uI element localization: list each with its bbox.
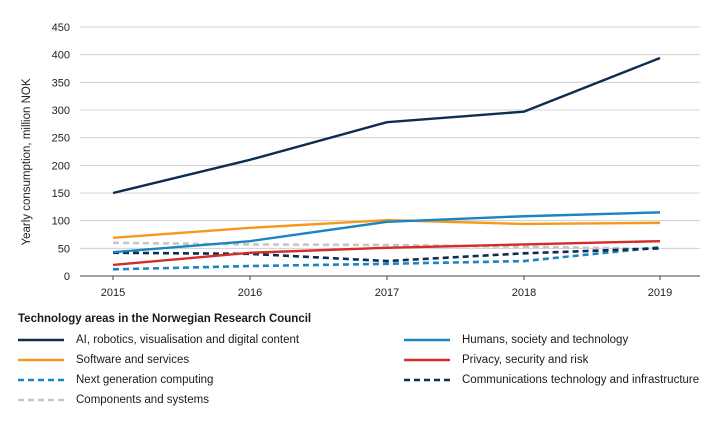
y-tick-label: 100 [52,216,70,228]
legend-item: Communications technology and infrastruc… [404,373,704,386]
x-axis-ticks: 2015 2016 2017 2018 2019 [101,276,672,299]
legend-item: Humans, society and technology [404,333,704,346]
legend-swatch [404,358,450,361]
legend-label: Software and services [76,353,190,366]
y-tick-label: 0 [64,271,70,283]
x-tick-label: 2018 [512,287,536,299]
legend-item: Next generation computing [18,373,404,386]
y-tick-label: 350 [52,77,70,89]
legend-item: AI, robotics, visualisation and digital … [18,333,404,346]
series-lines [112,56,661,271]
y-tick-label: 300 [52,105,70,117]
series-line-communications-technology-and-infrastructure [112,247,661,263]
legend-items: AI, robotics, visualisation and digital … [18,333,708,406]
y-tick-label: 50 [58,243,70,255]
legend-swatch [18,338,64,341]
x-tick-label: 2016 [238,287,262,299]
legend-item: Software and services [18,353,404,366]
series-line-next-generation-computing [112,245,661,271]
legend-label: Next generation computing [76,373,214,386]
legend-item: Privacy, security and risk [404,353,704,366]
x-tick-label: 2017 [375,287,399,299]
series-line-humans-society-and-technology [112,211,661,254]
y-axis-label: Yearly consumption, million NOK [21,78,33,245]
line-chart: 0 50 100 150 200 250 300 350 400 450 2015 2016 2017… [21,22,700,299]
legend-label: Components and systems [76,393,209,406]
series-line-ai-robotics-visualisation-and-digital-content [112,56,661,195]
y-axis-ticks: 0 50 100 150 200 250 300 350 400 450 [52,22,70,283]
legend: Technology areas in the Norwegian Resear… [18,313,708,406]
legend-swatch [18,398,64,401]
legend-label: AI, robotics, visualisation and digital … [76,333,300,346]
grid-lines [80,26,700,277]
y-tick-label: 150 [52,188,70,200]
series-line-software-and-services [112,218,661,240]
x-tick-label: 2015 [101,287,125,299]
y-tick-label: 200 [52,160,70,172]
y-tick-label: 250 [52,133,70,145]
legend-swatch [404,338,450,341]
legend-label: Communications technology and infrastruc… [462,373,700,386]
legend-label: Privacy, security and risk [462,353,589,366]
y-tick-label: 450 [52,22,70,34]
series-line-privacy-security-and-risk [112,239,661,267]
legend-swatch [18,358,64,361]
legend-item: Components and systems [18,393,404,406]
x-tick-label: 2019 [648,287,672,299]
legend-title: Technology areas in the Norwegian Resear… [18,313,312,325]
legend-swatch [18,378,64,381]
legend-label: Humans, society and technology [462,333,629,346]
legend-swatch [404,378,450,381]
y-tick-label: 400 [52,50,70,62]
